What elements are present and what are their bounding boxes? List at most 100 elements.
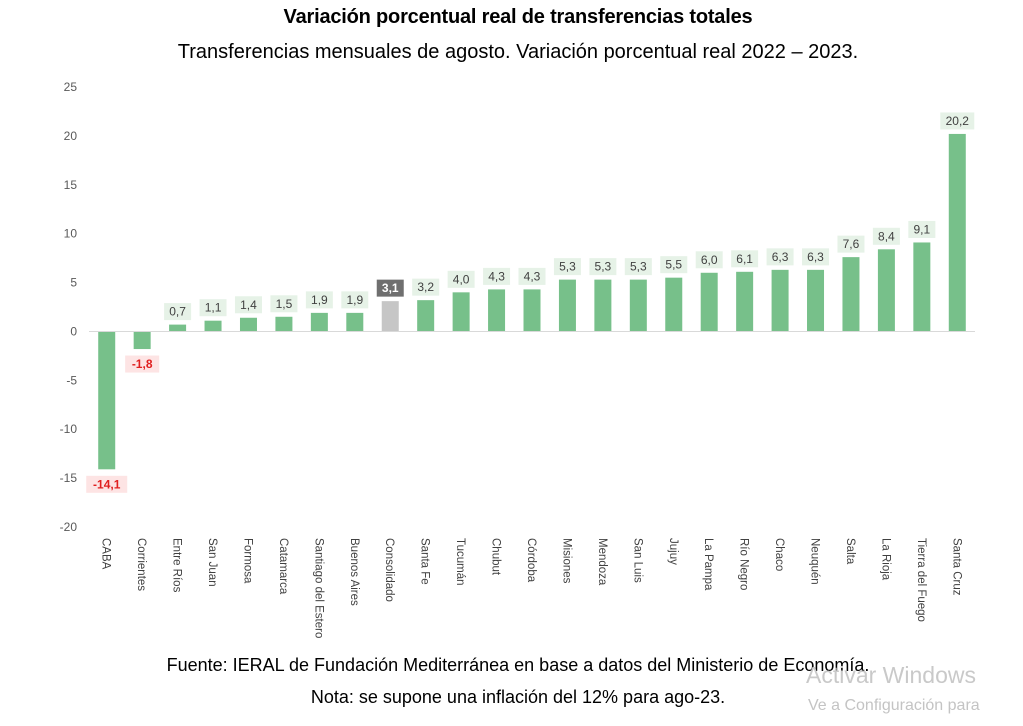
- data-label: 3,2: [417, 280, 434, 294]
- bar: [452, 292, 470, 332]
- data-label-background: [483, 267, 511, 285]
- x-tick-label: Corrientes: [135, 538, 147, 591]
- y-tick-label: -10: [60, 422, 78, 436]
- data-label: 8,4: [878, 229, 895, 243]
- x-tick-label: Neuquén: [809, 538, 821, 585]
- x-tick-label: Jujuy: [667, 538, 679, 565]
- bar: [665, 277, 683, 332]
- bar: [877, 249, 895, 332]
- bar: [133, 331, 151, 350]
- data-label-background: [86, 475, 128, 493]
- x-tick-label: Buenos Aires: [348, 538, 360, 606]
- data-label: 5,3: [595, 260, 612, 274]
- bar: [275, 316, 293, 332]
- data-label-background: [164, 303, 192, 321]
- y-tick-label: 25: [64, 80, 78, 94]
- y-tick-label: 0: [70, 324, 77, 338]
- source-note: Fuente: IERAL de Fundación Mediterránea …: [166, 655, 870, 675]
- x-tick-label: Formosa: [241, 538, 253, 584]
- bar: [204, 320, 222, 332]
- x-tick-label: San Juan: [206, 538, 218, 587]
- data-label: 1,1: [205, 301, 222, 315]
- x-tick-label: Río Negro: [738, 538, 750, 590]
- data-label: 4,3: [524, 269, 541, 283]
- windows-activation-watermark-subtitle: Ve a Configuración para: [808, 697, 980, 714]
- data-label-background: [589, 258, 617, 276]
- x-tick-label: Córdoba: [525, 538, 537, 583]
- x-tick-label: Misiones: [560, 538, 572, 584]
- x-axis-labels: CABA Corrientes Entre Ríos San Juan Formosa C…: [100, 538, 963, 638]
- data-label: -14,1: [93, 477, 121, 491]
- data-label-background: [802, 248, 830, 266]
- x-tick-label: Mendoza: [596, 538, 608, 586]
- data-label: 9,1: [913, 222, 930, 236]
- x-tick-label: Catamarca: [277, 538, 289, 595]
- x-tick-label: Santa Fe: [419, 538, 431, 585]
- y-axis: -20 -15 -10 -5 0 5 10 15 20 25: [60, 80, 78, 534]
- data-label: 6,0: [701, 253, 718, 267]
- bar: [381, 301, 399, 332]
- data-label-background: [305, 291, 333, 309]
- data-label-background: [125, 355, 160, 373]
- data-label: 6,1: [736, 252, 753, 266]
- data-label: 0,7: [169, 305, 186, 319]
- data-label-background: [412, 278, 440, 296]
- bar: [842, 257, 860, 332]
- bar: [488, 289, 506, 332]
- data-label: 4,0: [453, 272, 470, 286]
- bar: [558, 279, 576, 332]
- data-label-background: [660, 256, 688, 274]
- x-tick-label: San Luis: [631, 538, 643, 583]
- windows-activation-watermark-title: Activar Windows: [806, 662, 976, 688]
- bar: [948, 133, 966, 332]
- x-tick-label: CABA: [100, 538, 112, 570]
- x-tick-label: Santa Cruz: [950, 538, 962, 596]
- data-label-background: [447, 270, 475, 288]
- data-label: 20,2: [946, 114, 970, 128]
- bar: [700, 272, 718, 332]
- data-label-background: [837, 235, 865, 253]
- y-tick-label: 15: [64, 178, 78, 192]
- data-label-background: [518, 267, 546, 285]
- data-label-background: [234, 296, 262, 314]
- bar: [771, 269, 789, 332]
- x-tick-label: Consolidado: [383, 538, 395, 602]
- data-label: 1,5: [276, 297, 293, 311]
- data-label-background: [908, 220, 936, 238]
- bar: [594, 279, 612, 332]
- data-label-background: [940, 112, 975, 130]
- x-tick-label: La Rioja: [879, 538, 891, 581]
- data-label-background: [766, 248, 794, 266]
- bar: [239, 317, 257, 332]
- bar-series: [98, 133, 966, 470]
- y-tick-label: -15: [60, 471, 78, 485]
- x-tick-label: Tierra del Fuego: [915, 538, 927, 622]
- data-label: -1,8: [132, 357, 153, 371]
- assumption-note: Nota: se supone una inflación del 12% pa…: [310, 687, 726, 707]
- data-label-background: [872, 227, 900, 245]
- data-label: 5,3: [630, 260, 647, 274]
- data-label-background: [731, 250, 759, 268]
- y-tick-label: 10: [64, 227, 78, 241]
- y-tick-label: 20: [64, 129, 78, 143]
- x-tick-label: Chaco: [773, 538, 785, 571]
- data-label-background: [624, 258, 652, 276]
- data-label: 5,3: [559, 260, 576, 274]
- data-label: 3,1: [382, 281, 399, 295]
- bar: [346, 312, 364, 332]
- x-tick-label: Santiago del Estero: [312, 538, 324, 638]
- x-tick-label: Tucumán: [454, 538, 466, 586]
- bar: [629, 279, 647, 332]
- x-tick-label: Salta: [844, 538, 856, 565]
- bar: [169, 324, 187, 332]
- bar: [523, 289, 541, 332]
- x-tick-label: Chubut: [490, 538, 502, 576]
- y-tick-label: 5: [70, 276, 77, 290]
- data-label: 4,3: [488, 269, 505, 283]
- y-tick-label: -20: [60, 520, 78, 534]
- x-tick-label: La Pampa: [702, 538, 714, 591]
- chart-subtitle: Transferencias mensuales de agosto. Vari…: [177, 41, 859, 63]
- chart-title: Variación porcentual real de transferenc…: [283, 6, 753, 28]
- bar: [417, 300, 435, 332]
- data-label-background: [199, 299, 227, 317]
